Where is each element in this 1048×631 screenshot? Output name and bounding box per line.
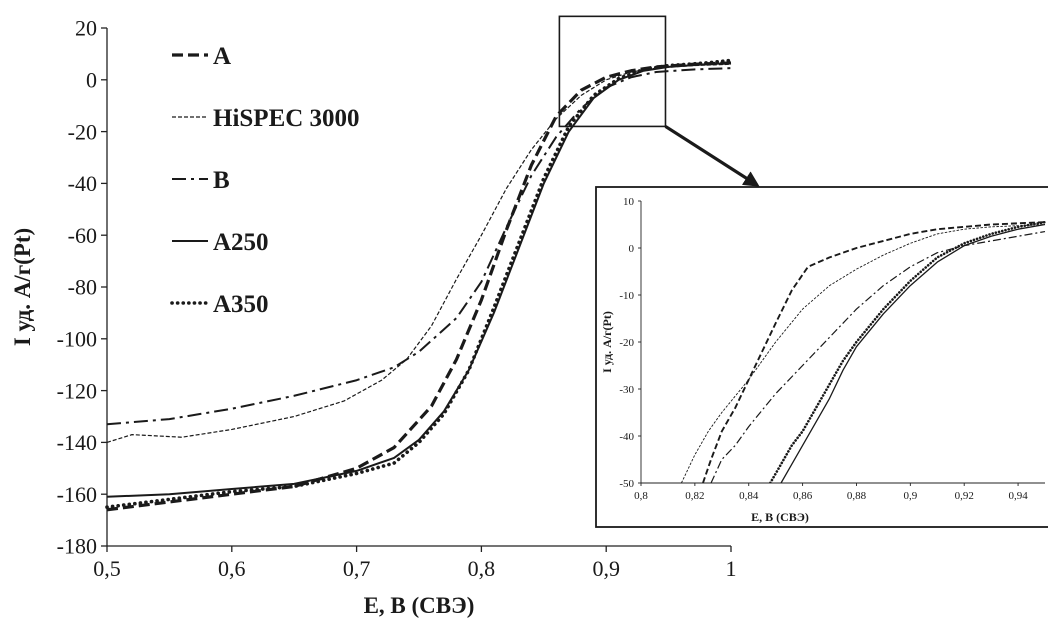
x-tick-label: 0,6 — [218, 556, 246, 581]
x-tick-label: 0,92 — [955, 490, 974, 502]
x-tick-label: 0,8 — [468, 556, 496, 581]
legend: A HiSPEC 3000 B A250 A350 — [170, 43, 360, 318]
series-line-a350 — [768, 220, 1047, 483]
legend-label: A — [213, 43, 231, 70]
legend-label: A250 — [213, 229, 269, 256]
x-tick-label: 1 — [726, 556, 737, 581]
x-tick-label: 0,7 — [343, 556, 371, 581]
y-tick-label: -40 — [68, 171, 97, 196]
y-tick-label: -10 — [619, 290, 634, 302]
y-tick-label: -60 — [68, 223, 97, 248]
legend-label: B — [213, 167, 230, 194]
x-tick-label: 0,5 — [93, 556, 121, 581]
inset-y-axis-title: I уд. А/г(Pt) — [600, 311, 614, 373]
x-tick-label: 0,88 — [847, 490, 867, 502]
x-tick-label: 0,94 — [1008, 490, 1028, 502]
y-tick-label: -20 — [68, 119, 97, 144]
y-tick-label: -30 — [619, 384, 634, 396]
x-tick-label: 0,8 — [634, 490, 648, 502]
y-tick-label: -180 — [57, 534, 97, 559]
series-line-a350 — [105, 58, 733, 509]
y-tick-label: -120 — [57, 378, 97, 403]
x-tick-label: 0,82 — [685, 490, 704, 502]
y-tick-label: -50 — [619, 478, 634, 490]
y-tick-label: 10 — [623, 196, 635, 208]
legend-label: HiSPEC 3000 — [213, 105, 360, 132]
x-tick-label: 0,86 — [793, 490, 813, 502]
y-tick-label: -140 — [57, 430, 97, 455]
series-line-b — [710, 230, 1046, 483]
x-tick-label: 0,9 — [592, 556, 620, 581]
series-line-hispec-3000 — [106, 63, 732, 443]
y-tick-label: -40 — [619, 431, 634, 443]
y-tick-label: -100 — [57, 327, 97, 352]
y-tick-label: 0 — [86, 68, 97, 93]
series-line-a — [702, 221, 1046, 483]
zoom-region-box — [558, 15, 667, 128]
inset-plot: 10 0 -10 -20 -30 -40 -500,8 0,82 0,84 0,86 0,88 0,9… — [595, 186, 1048, 528]
x-tick-label: 0,9 — [903, 490, 917, 502]
series-line-hispec-3000 — [680, 224, 1046, 483]
series-line-a250 — [780, 223, 1046, 483]
inset-x-axis-title: E, В (СВЭ) — [751, 510, 809, 524]
series-line-b — [106, 67, 732, 426]
x-axis-title: E, В (СВЭ) — [364, 593, 475, 618]
y-tick-label: 20 — [75, 16, 97, 41]
y-tick-label: 0 — [629, 243, 635, 255]
x-tick-label: 0,84 — [739, 490, 759, 502]
y-tick-label: -80 — [68, 275, 97, 300]
y-axis-title: I уд. А/г(Pt) — [10, 228, 35, 346]
y-tick-label: -20 — [619, 337, 634, 349]
y-tick-label: -160 — [57, 482, 97, 507]
zoom-arrow — [664, 125, 760, 187]
series-line-a250 — [106, 61, 732, 498]
legend-label: A350 — [213, 291, 269, 318]
